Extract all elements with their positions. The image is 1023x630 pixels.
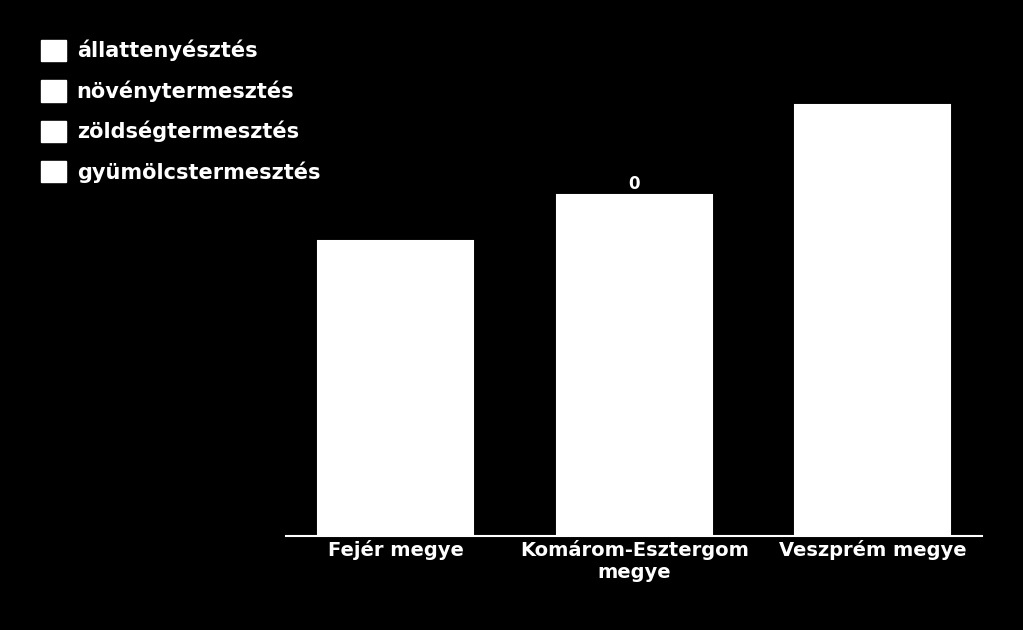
Bar [795,105,950,536]
Text: 0: 0 [628,175,640,193]
Bar [318,241,474,536]
Legend: állattenyésztés, növénytermesztés, zöldségtermesztés, gyümölcstermesztés: állattenyésztés, növénytermesztés, zölds… [31,30,330,193]
Bar [557,195,712,536]
